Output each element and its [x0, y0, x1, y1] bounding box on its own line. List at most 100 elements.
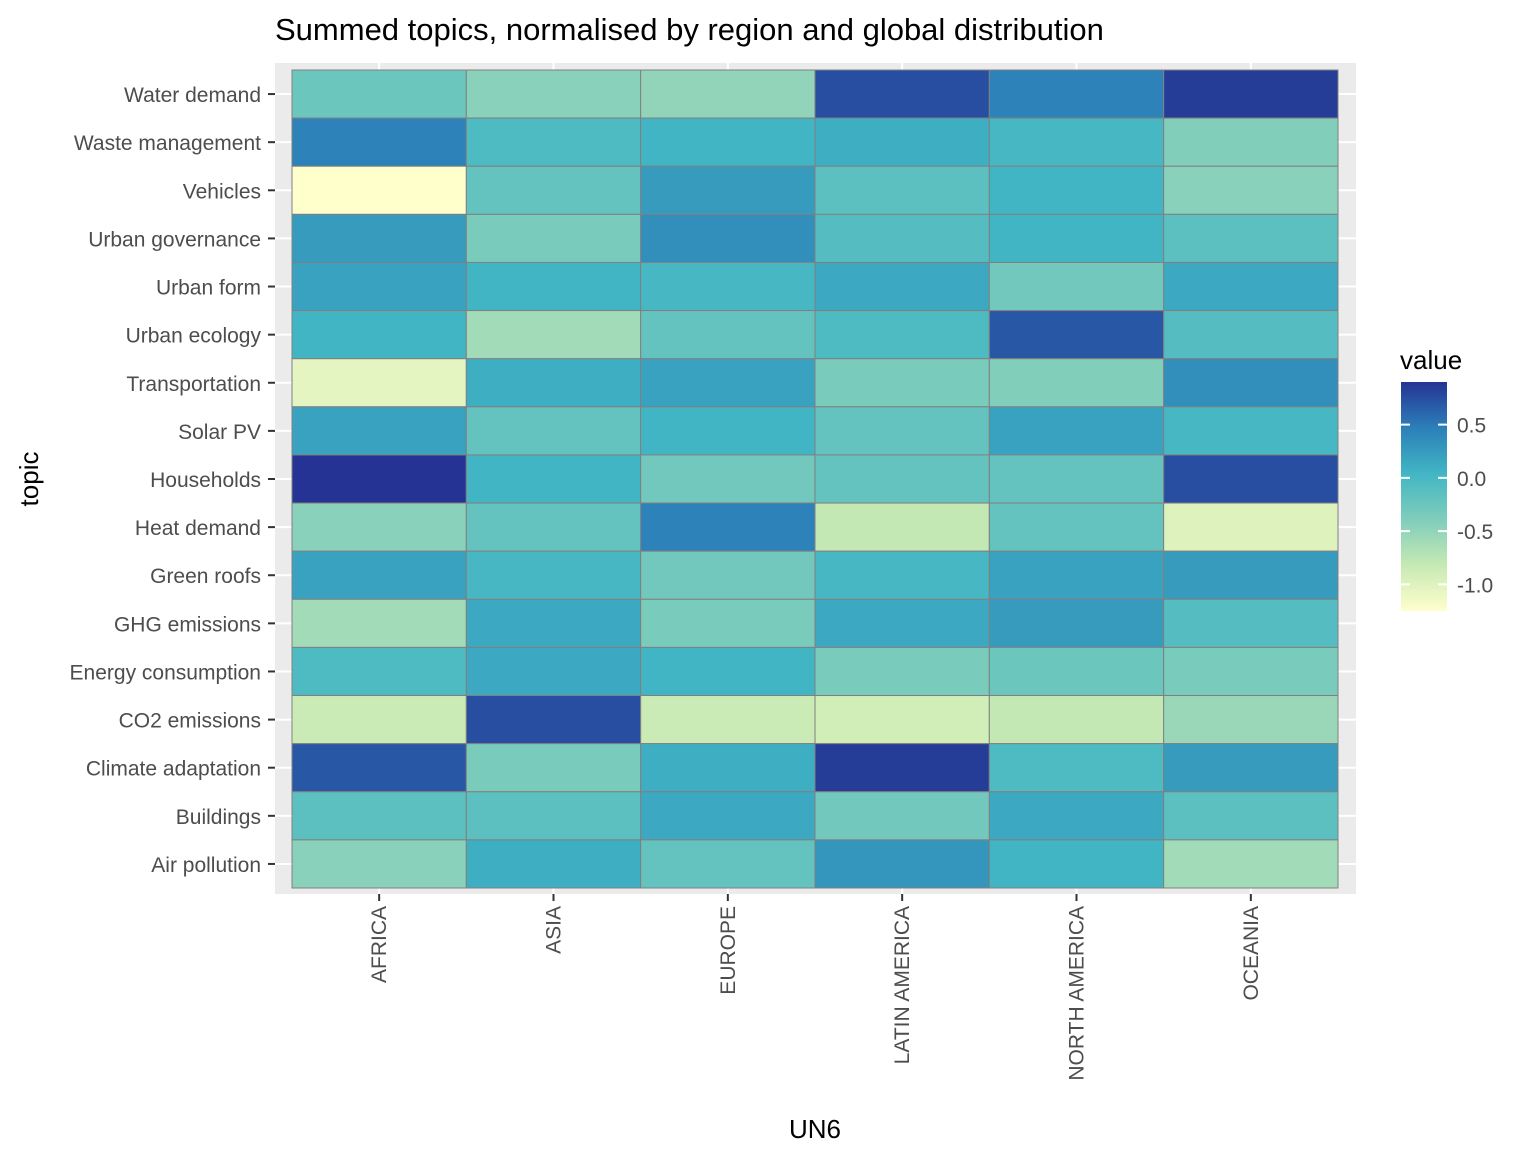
x-axis-title: UN6	[789, 1114, 841, 1144]
heatmap-cell	[291, 406, 467, 456]
heatmap-cell	[814, 839, 990, 889]
heatmap-cell	[814, 310, 990, 360]
heatmap-cell	[988, 69, 1165, 119]
heatmap-cell	[640, 358, 816, 408]
heatmap-cell	[814, 358, 990, 408]
heatmap-cell	[291, 550, 467, 600]
heatmap-cell	[814, 261, 990, 312]
legend-ticks: 0.5 0.0 -0.5 -1.0	[1401, 415, 1493, 597]
heatmap-cell	[640, 261, 816, 312]
heatmap-cell	[1163, 454, 1339, 504]
y-tick-label: GHG emissions	[114, 613, 261, 636]
heatmap-cell	[640, 550, 816, 600]
y-tick-label: Urban governance	[88, 228, 261, 251]
heatmap-cell	[465, 502, 642, 552]
heatmap-cell	[1163, 213, 1339, 263]
heatmap-cell	[1163, 358, 1339, 408]
heatmap-cell	[465, 550, 642, 600]
heatmap-cell	[814, 646, 990, 697]
heatmap-cell	[291, 743, 467, 793]
y-axis: Water demand Waste management Vehicles Urba…	[70, 84, 275, 877]
heatmap-cell	[465, 358, 642, 408]
legend-tick-label: -0.5	[1457, 521, 1493, 544]
heatmap-cell	[1163, 646, 1339, 697]
y-tick-label: Vehicles	[183, 180, 261, 203]
legend-tick-label: 0.5	[1457, 415, 1486, 438]
heatmap-cell	[465, 743, 642, 793]
heatmap-cell	[640, 117, 816, 167]
heatmap-cell	[640, 598, 816, 648]
heatmap-cell	[814, 213, 990, 263]
heatmap-cell	[1163, 839, 1339, 889]
heatmap-cell	[1163, 69, 1339, 119]
y-tick-label: CO2 emissions	[119, 710, 261, 733]
legend-tick-label: -1.0	[1457, 574, 1493, 597]
heatmap-cell	[988, 550, 1165, 600]
heatmap-cell	[814, 165, 990, 215]
heatmap-cell	[291, 502, 467, 552]
y-tick-label: Waste management	[74, 132, 261, 155]
heatmap-cell	[988, 695, 1165, 745]
legend: value 0.5 0.0 -0.5 -1.0	[1400, 345, 1493, 611]
heatmap-cell	[640, 165, 816, 215]
legend-title: value	[1400, 345, 1462, 375]
x-axis: AFRICA ASIA EUROPE LATIN AMERICA NORTH AMERI…	[368, 894, 1263, 1081]
heatmap-cell	[988, 358, 1165, 408]
heatmap-cell	[465, 213, 642, 263]
heatmap-cell	[814, 117, 990, 167]
heatmap-cell	[465, 791, 642, 841]
heatmap-cell	[640, 646, 816, 697]
heatmap-cell	[814, 695, 990, 745]
heatmap-cell	[291, 646, 467, 697]
heatmap-cell	[465, 839, 642, 889]
heatmap-cell	[465, 165, 642, 215]
heatmap-cell	[465, 695, 642, 745]
heatmap-cell	[988, 165, 1165, 215]
y-tick-label: Buildings	[176, 806, 261, 829]
heatmap-cell	[1163, 310, 1339, 360]
y-tick-label: Green roofs	[150, 565, 261, 588]
heatmap-cell	[1163, 117, 1339, 167]
heatmap-cell	[640, 454, 816, 504]
heatmap-cell	[814, 598, 990, 648]
heatmap-cell	[1163, 261, 1339, 312]
heatmap-cell	[465, 310, 642, 360]
heatmap-cell	[640, 791, 816, 841]
x-tick-label: EUROPE	[717, 906, 740, 995]
heatmap-cell	[814, 550, 990, 600]
x-tick-label: LATIN AMERICA	[891, 906, 914, 1064]
heatmap-cell	[988, 261, 1165, 312]
heatmap-cell	[465, 454, 642, 504]
y-tick-label: Energy consumption	[70, 661, 261, 684]
y-tick-label: Transportation	[126, 373, 261, 396]
heatmap-cell	[640, 695, 816, 745]
x-tick-label: OCEANIA	[1240, 906, 1263, 1001]
heatmap-cell	[1163, 598, 1339, 648]
heatmap-cell	[640, 502, 816, 552]
y-tick-label: Urban ecology	[126, 325, 262, 348]
heatmap-cell	[1163, 550, 1339, 600]
y-tick-label: Air pollution	[151, 854, 261, 877]
y-axis-title: topic	[14, 452, 44, 507]
heatmap-cell	[291, 261, 467, 312]
heatmap-cell	[988, 646, 1165, 697]
heatmap-cell	[291, 839, 467, 889]
y-tick-label: Households	[150, 469, 261, 492]
heatmap-cell	[988, 743, 1165, 793]
heatmap-cell	[291, 358, 467, 408]
heatmap-cell	[1163, 165, 1339, 215]
heatmap-cell	[988, 454, 1165, 504]
y-tick-label: Climate adaptation	[86, 758, 261, 781]
x-tick-label: AFRICA	[368, 906, 391, 983]
heatmap-cell	[988, 839, 1165, 889]
heatmap-cell	[465, 646, 642, 697]
heatmap-cell	[988, 310, 1165, 360]
heatmap-cell	[1163, 743, 1339, 793]
x-tick-label: NORTH AMERICA	[1066, 906, 1089, 1081]
y-tick-label: Heat demand	[135, 517, 261, 540]
heatmap-cell	[988, 117, 1165, 167]
heatmap-cell	[640, 839, 816, 889]
heatmap-cell	[640, 406, 816, 456]
